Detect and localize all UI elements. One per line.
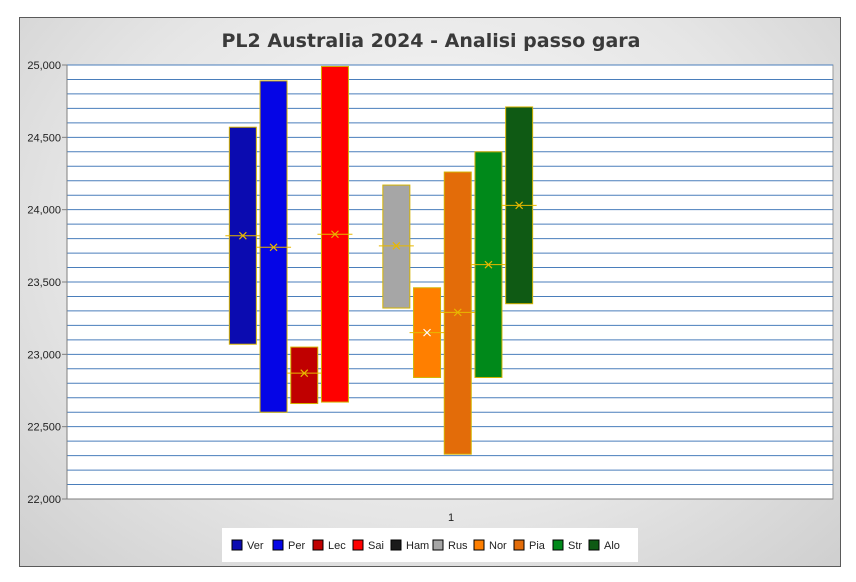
mean-marker-nor (423, 328, 431, 337)
legend-swatch-str (552, 539, 564, 551)
x-category-label: 1 (448, 512, 454, 524)
range-bar-lec (290, 346, 319, 405)
legend-label-str: Str (568, 540, 582, 552)
legend-swatch-lec (312, 539, 324, 551)
legend-swatch-rus (432, 539, 444, 551)
legend-swatch-sai (352, 539, 364, 551)
chart-frame: PL2 Australia 2024 - Analisi passo gara … (19, 17, 841, 567)
mean-marker-lec (300, 369, 309, 378)
legend-box (222, 528, 638, 562)
mean-marker-str (484, 260, 493, 269)
legend-label-alo: Alo (604, 540, 620, 552)
legend: Ver Per Lec Sai Ham Rus Nor Pia Str Alo (222, 528, 638, 562)
legend-swatch-per (272, 539, 284, 551)
legend-swatch-pia (513, 539, 525, 551)
legend-label-per: Per (288, 540, 305, 552)
legend-label-ham: Ham (406, 540, 429, 552)
legend-label-sai: Sai (368, 540, 384, 552)
y-tick-label: 24,000 (27, 205, 61, 217)
legend-swatch-alo (588, 539, 600, 551)
chart-svg: PL2 Australia 2024 - Analisi passo gara … (27, 30, 834, 562)
mean-marker-ver (238, 231, 247, 240)
legend-swatch-nor (473, 539, 485, 551)
legend-swatch-ham (390, 539, 402, 551)
chart-title: PL2 Australia 2024 - Analisi passo gara (222, 30, 641, 52)
legend-label-nor: Nor (489, 540, 507, 552)
y-tick-label: 22,500 (27, 422, 61, 434)
legend-label-pia: Pia (529, 540, 546, 552)
legend-label-lec: Lec (328, 540, 346, 552)
y-tick-label: 24,500 (27, 132, 61, 144)
y-tick-label: 22,000 (27, 494, 61, 506)
legend-label-ver: Ver (247, 540, 264, 552)
legend-swatch-ver (231, 539, 243, 551)
mean-marker-sai (331, 230, 339, 239)
y-tick-label: 23,500 (27, 277, 61, 289)
y-tick-label: 23,000 (27, 349, 61, 361)
mean-marker-per (269, 243, 278, 252)
y-tick-label: 25,000 (27, 60, 61, 72)
mean-marker-pia (453, 308, 462, 317)
mean-marker-alo (515, 201, 524, 210)
plot-area: 22,000 22,500 23,000 23,500 24,000 24,500 25,0… (27, 60, 834, 524)
mean-marker-rus (392, 241, 401, 250)
legend-label-rus: Rus (448, 540, 468, 552)
